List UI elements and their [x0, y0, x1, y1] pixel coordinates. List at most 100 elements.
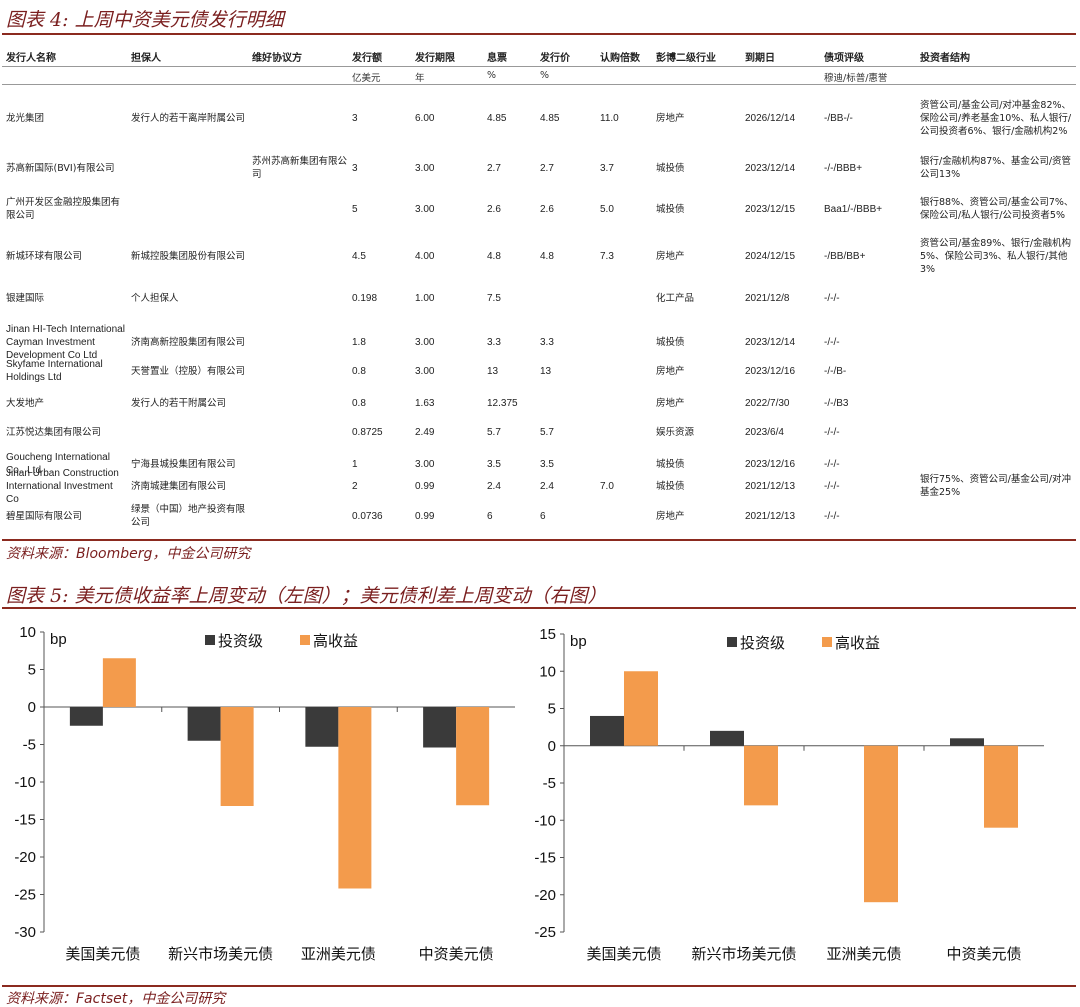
cell-amount: 1 [352, 447, 412, 481]
cell-amount: 0.0736 [352, 502, 412, 530]
cell-rating: -/-/BBB+ [824, 148, 916, 188]
legend-label: 投资级 [740, 634, 785, 652]
cell-issuer: 江苏悦达集团有限公司 [6, 420, 126, 444]
bar-investment-grade [69, 707, 103, 726]
cell-text: 城投债 [656, 203, 685, 215]
cell-issuer: Jinan HI-Tech International Cayman Inves… [6, 324, 126, 361]
cell-price: 2.4 [540, 467, 595, 505]
cell-text: 3 [352, 162, 358, 174]
cell-text: 城投债 [656, 480, 685, 492]
cell-text: 0.99 [415, 510, 435, 522]
category-label: 美国美元债 [586, 945, 661, 963]
cell-text: 新城控股集团股份有限公司 [131, 251, 246, 262]
unit-coupon: % [487, 70, 497, 81]
cell-rating: -/BB/BB+ [824, 229, 916, 284]
cell-text: 0.0736 [352, 510, 383, 522]
cell-maturity: 2023/6/4 [745, 420, 820, 444]
cell-text: Jinan Urban Construction International I… [6, 467, 119, 505]
header-tenor: 发行期限 [415, 53, 455, 64]
unit-amount: 亿美元 [352, 73, 381, 84]
bar-investment-grade [187, 707, 221, 741]
y-tick-label: 10 [19, 624, 36, 641]
cell-amount: 4.5 [352, 229, 412, 284]
cell-price: 4.85 [540, 90, 595, 146]
table-row: 广州开发区金融控股集团有限公司 5 3.00 2.6 2.6 5.0 城投债 2023/12/… [0, 190, 1080, 228]
cell-investors: 资管公司/基金公司/对冲基金82%、保险公司/养老基金10%、私人银行/公司投资… [920, 90, 1076, 146]
cell-text: 大发地产 [6, 397, 45, 409]
cell-tenor: 6.00 [415, 90, 483, 146]
cell-text: 0.8 [352, 365, 366, 377]
cell-maturity: 2023/12/16 [745, 355, 820, 387]
cell-text: 资管公司/基金89%、银行/金融机构5%、保险公司3%、私人银行/其他3% [920, 238, 1072, 275]
cell-guarantor: 新城控股集团股份有限公司 [131, 229, 246, 284]
y-tick-label: 5 [548, 701, 556, 718]
figure5-title: 图表 5: 美元债收益率上周变动（左图）；美元债利差上周变动（右图） [6, 585, 607, 607]
cell-text: -/-/- [824, 510, 840, 522]
cell-text: -/-/B- [824, 365, 847, 377]
cell-coupon: 3.5 [487, 447, 537, 481]
cell-text: 2021/12/13 [745, 510, 796, 522]
cell-text: 2.7 [487, 162, 501, 174]
cell-coupon: 2.4 [487, 467, 537, 505]
unit-tenor: 年 [415, 73, 425, 84]
cell-text: 个人担保人 [131, 292, 179, 304]
cell-text: 房地产 [656, 397, 685, 409]
legend-swatch-investment-grade [205, 635, 215, 645]
cell-text: 7.5 [487, 292, 501, 304]
cell-investors: 银行/金融机构87%、基金公司/资管公司13% [920, 148, 1076, 188]
cell-investors: 资管公司/基金89%、银行/金融机构5%、保险公司3%、私人银行/其他3% [920, 229, 1076, 284]
y-tick-label: -20 [14, 849, 36, 866]
cell-text: 3.00 [415, 203, 435, 215]
cell-tenor: 0.99 [415, 502, 483, 530]
cell-text: 2021/12/13 [745, 480, 796, 492]
cell-text: Skyfame International Holdings Ltd [6, 359, 103, 383]
cell-maturity: 2021/12/13 [745, 467, 820, 505]
cell-text: 济南城建集团有限公司 [131, 480, 227, 492]
cell-text: 银行88%、资管公司/基金公司7%、保险公司/私人银行/公司投资者5% [920, 197, 1074, 221]
bar-high-yield [624, 671, 658, 746]
cell-rating: Baa1/-/BBB+ [824, 190, 916, 228]
cell-amount: 0.198 [352, 285, 412, 311]
cell-tenor: 2.49 [415, 420, 483, 444]
header-rating: 债项评级 [824, 53, 864, 64]
cell-maturity: 2021/12/13 [745, 502, 820, 530]
cell-text: 苏高新国际(BVI)有限公司 [6, 162, 115, 174]
legend-swatch-high-yield [300, 635, 310, 645]
yield-change-svg: -30 -25 -20 -15 -10 -5 0 5 10 bp 美国美元债 新兴市场美元债 亚洲美元债… [14, 624, 515, 963]
bar-high-yield [984, 745, 1018, 828]
cell-text: 发行人的若干离岸附属公司 [131, 112, 246, 124]
cell-text: 7.3 [600, 251, 614, 262]
cell-text: 2021/12/8 [745, 292, 790, 304]
figure4-source: 资料来源：Bloomberg，中金公司研究 [6, 546, 251, 562]
cell-text: 0.99 [415, 480, 435, 492]
cell-tenor: 3.00 [415, 355, 483, 387]
cell-text: 3.00 [415, 162, 435, 174]
cell-issuer: 碧星国际有限公司 [6, 502, 126, 530]
cell-issuer: Goucheng International Co., Ltd [6, 447, 126, 481]
cell-coupon: 4.85 [487, 90, 537, 146]
cell-text: 3 [352, 112, 358, 124]
table-row: 江苏悦达集团有限公司 0.8725 2.49 5.7 5.7 娱乐资源 2023/6/4 -/… [0, 420, 1080, 444]
cell-subscription: 7.0 [600, 467, 652, 505]
cell-maturity: 2026/12/14 [745, 90, 820, 146]
cell-text: Goucheng International Co., Ltd [6, 452, 110, 476]
cell-rating: -/-/- [824, 285, 916, 311]
cell-rating: -/-/- [824, 447, 916, 481]
cell-coupon: 12.375 [487, 390, 537, 416]
cell-price: 13 [540, 355, 595, 387]
cell-industry: 房地产 [656, 90, 741, 146]
title-rule [2, 33, 1076, 35]
issuance-table: 发行人名称 担保人 维好协议方 发行额 发行期限 息票 发行价 认购倍数 彭博二级行业 到期日 债项… [0, 42, 1080, 537]
legend-label: 高收益 [313, 632, 358, 650]
cell-text: 城投债 [656, 162, 685, 174]
cell-text: 苏州苏高新集团有限公司 [252, 156, 348, 180]
cell-text: 新城环球有限公司 [6, 251, 83, 262]
cell-text: 银行75%、资管公司/基金公司/对冲基金25% [920, 474, 1072, 498]
cell-text: 6.00 [415, 112, 435, 124]
cell-text: 4.8 [487, 251, 501, 262]
unit-label: bp [50, 631, 67, 648]
figure5-source: 资料来源：Factset，中金公司研究 [6, 991, 226, 1007]
header-keepwell: 维好协议方 [252, 53, 302, 64]
cell-text: 1 [352, 458, 358, 470]
cell-text: -/BB-/- [824, 112, 853, 124]
